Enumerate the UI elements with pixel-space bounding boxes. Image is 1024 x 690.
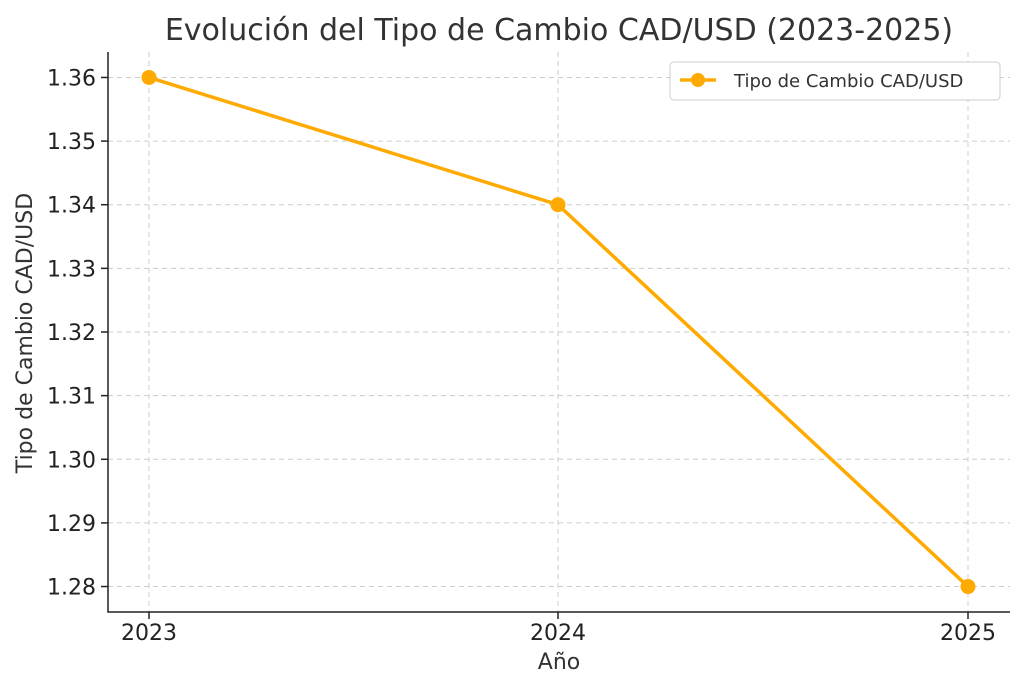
y-tick-label: 1.35 — [47, 130, 96, 155]
y-tick-label: 1.31 — [47, 385, 96, 410]
legend-label: Tipo de Cambio CAD/USD — [733, 71, 963, 92]
grid — [108, 52, 1010, 612]
y-tick-label: 1.29 — [47, 512, 96, 537]
axes — [101, 52, 1010, 619]
tick-labels: 1.28 1.29 1.30 1.31 1.32 1.33 1.34 1.35 1.36 2023… — [47, 66, 996, 646]
legend-marker — [691, 73, 705, 87]
x-tick-label: 2024 — [530, 621, 586, 646]
chart-title: Evolución del Tipo de Cambio CAD/USD (20… — [165, 13, 953, 48]
y-axis-label: Tipo de Cambio CAD/USD — [13, 193, 38, 474]
y-tick-label: 1.36 — [47, 66, 96, 91]
y-tick-label: 1.32 — [47, 321, 96, 346]
x-tick-label: 2023 — [121, 621, 177, 646]
legend-box — [669, 61, 1001, 101]
x-axis-label: Año — [538, 650, 580, 675]
y-tick-label: 1.28 — [47, 576, 96, 601]
y-tick-label: 1.33 — [47, 257, 96, 282]
x-tick-label: 2025 — [940, 621, 996, 646]
y-tick-label: 1.34 — [47, 194, 96, 219]
legend: Tipo de Cambio CAD/USD — [669, 61, 1001, 101]
series — [141, 69, 976, 595]
data-point-2024 — [550, 197, 566, 213]
data-point-2023 — [141, 69, 157, 85]
data-point-2025 — [960, 579, 976, 595]
y-tick-label: 1.30 — [47, 448, 96, 473]
axis-spines — [107, 52, 1010, 613]
